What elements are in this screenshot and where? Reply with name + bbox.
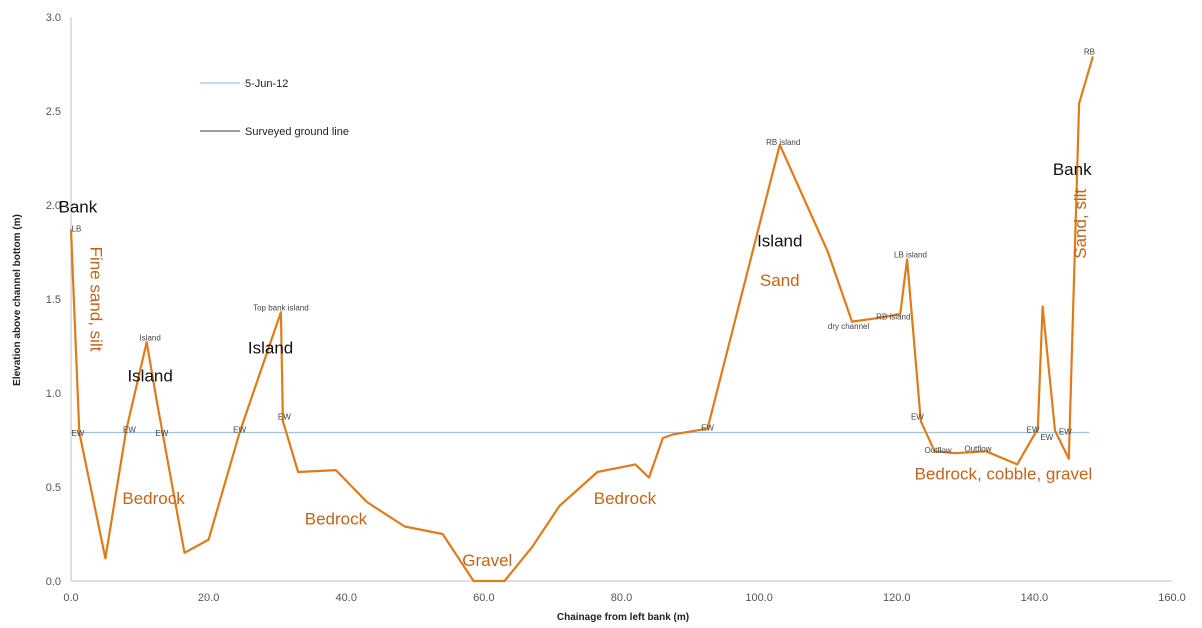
x-tick-label: 120.0: [883, 592, 911, 604]
point-label: Top bank island: [253, 303, 309, 312]
legend: 5-Jun-12 Surveyed ground line: [200, 78, 349, 138]
orange-annotations: Fine sand, silt Bedrock Bedrock Gravel Bedro…: [86, 189, 1092, 570]
x-tick-label: 20.0: [198, 592, 219, 604]
annotation-black: Island: [127, 367, 172, 386]
y-axis-title: Elevation above channel bottom (m): [12, 214, 23, 386]
x-tick-label: 100.0: [745, 592, 773, 604]
point-label: Outflow: [924, 446, 951, 455]
point-label: EW: [233, 425, 246, 434]
annotation-orange: Gravel: [462, 551, 512, 570]
annotation-black: Bank: [59, 198, 98, 217]
annotation-orange: Bedrock, cobble, gravel: [915, 464, 1093, 483]
point-label: EW: [1027, 425, 1040, 434]
point-label: Outflow: [964, 444, 991, 453]
point-label: EW: [155, 429, 168, 438]
x-tick-labels: 0.0 20.0 40.0 60.0 80.0 100.0 120.0 140.0 160.0: [63, 592, 1185, 604]
point-label: EW: [911, 412, 924, 421]
point-label: RB island: [876, 313, 910, 322]
point-label: dry channel: [828, 322, 870, 331]
point-label: EW: [123, 425, 136, 434]
y-tick-label: 0.0: [46, 576, 61, 588]
annotation-orange: Sand: [760, 271, 800, 290]
annotation-orange: Fine sand, silt: [86, 247, 105, 352]
y-tick-label: 2.5: [46, 106, 61, 118]
y-tick-label: 1.5: [46, 294, 61, 306]
annotation-orange: Bedrock: [305, 510, 368, 529]
point-label: LB: [72, 224, 82, 233]
point-label: RB: [1084, 48, 1095, 57]
annotation-black: Bank: [1053, 160, 1092, 179]
point-label: EW: [1040, 433, 1053, 442]
legend-label-water: 5-Jun-12: [245, 78, 288, 90]
point-label: LB island: [894, 251, 927, 260]
y-tick-label: 2.0: [46, 200, 61, 212]
point-label: EW: [71, 429, 84, 438]
annotation-orange: Bedrock: [122, 489, 185, 508]
x-tick-label: 80.0: [611, 592, 632, 604]
series-layer: [69, 56, 1094, 583]
annotation-black: Island: [757, 231, 802, 250]
annotation-orange: Bedrock: [594, 489, 657, 508]
x-axis-title: Chainage from left bank (m): [557, 612, 689, 623]
point-label: EW: [1059, 427, 1072, 436]
legend-label-ground: Surveyed ground line: [245, 126, 349, 138]
point-label: RB island: [766, 138, 800, 147]
y-tick-label: 1.0: [46, 388, 61, 400]
point-label: EW: [278, 412, 291, 421]
y-tick-labels: 0.0 0.5 1.0 1.5 2.0 2.5 3.0: [46, 12, 61, 588]
x-tick-label: 0.0: [63, 592, 78, 604]
x-tick-label: 140.0: [1021, 592, 1049, 604]
point-label: EW: [701, 424, 714, 433]
annotation-orange: Sand, silt: [1071, 189, 1090, 259]
y-tick-label: 0.5: [46, 482, 61, 494]
x-tick-label: 60.0: [473, 592, 494, 604]
y-tick-label: 3.0: [46, 12, 61, 24]
annotation-black: Island: [248, 339, 293, 358]
point-label: Island: [139, 333, 160, 342]
black-annotations: Bank Island Island Island Bank: [59, 160, 1093, 386]
x-tick-label: 160.0: [1158, 592, 1186, 604]
series-line-ground: [69, 56, 1094, 583]
axes: [70, 17, 1172, 582]
x-tick-label: 40.0: [336, 592, 357, 604]
